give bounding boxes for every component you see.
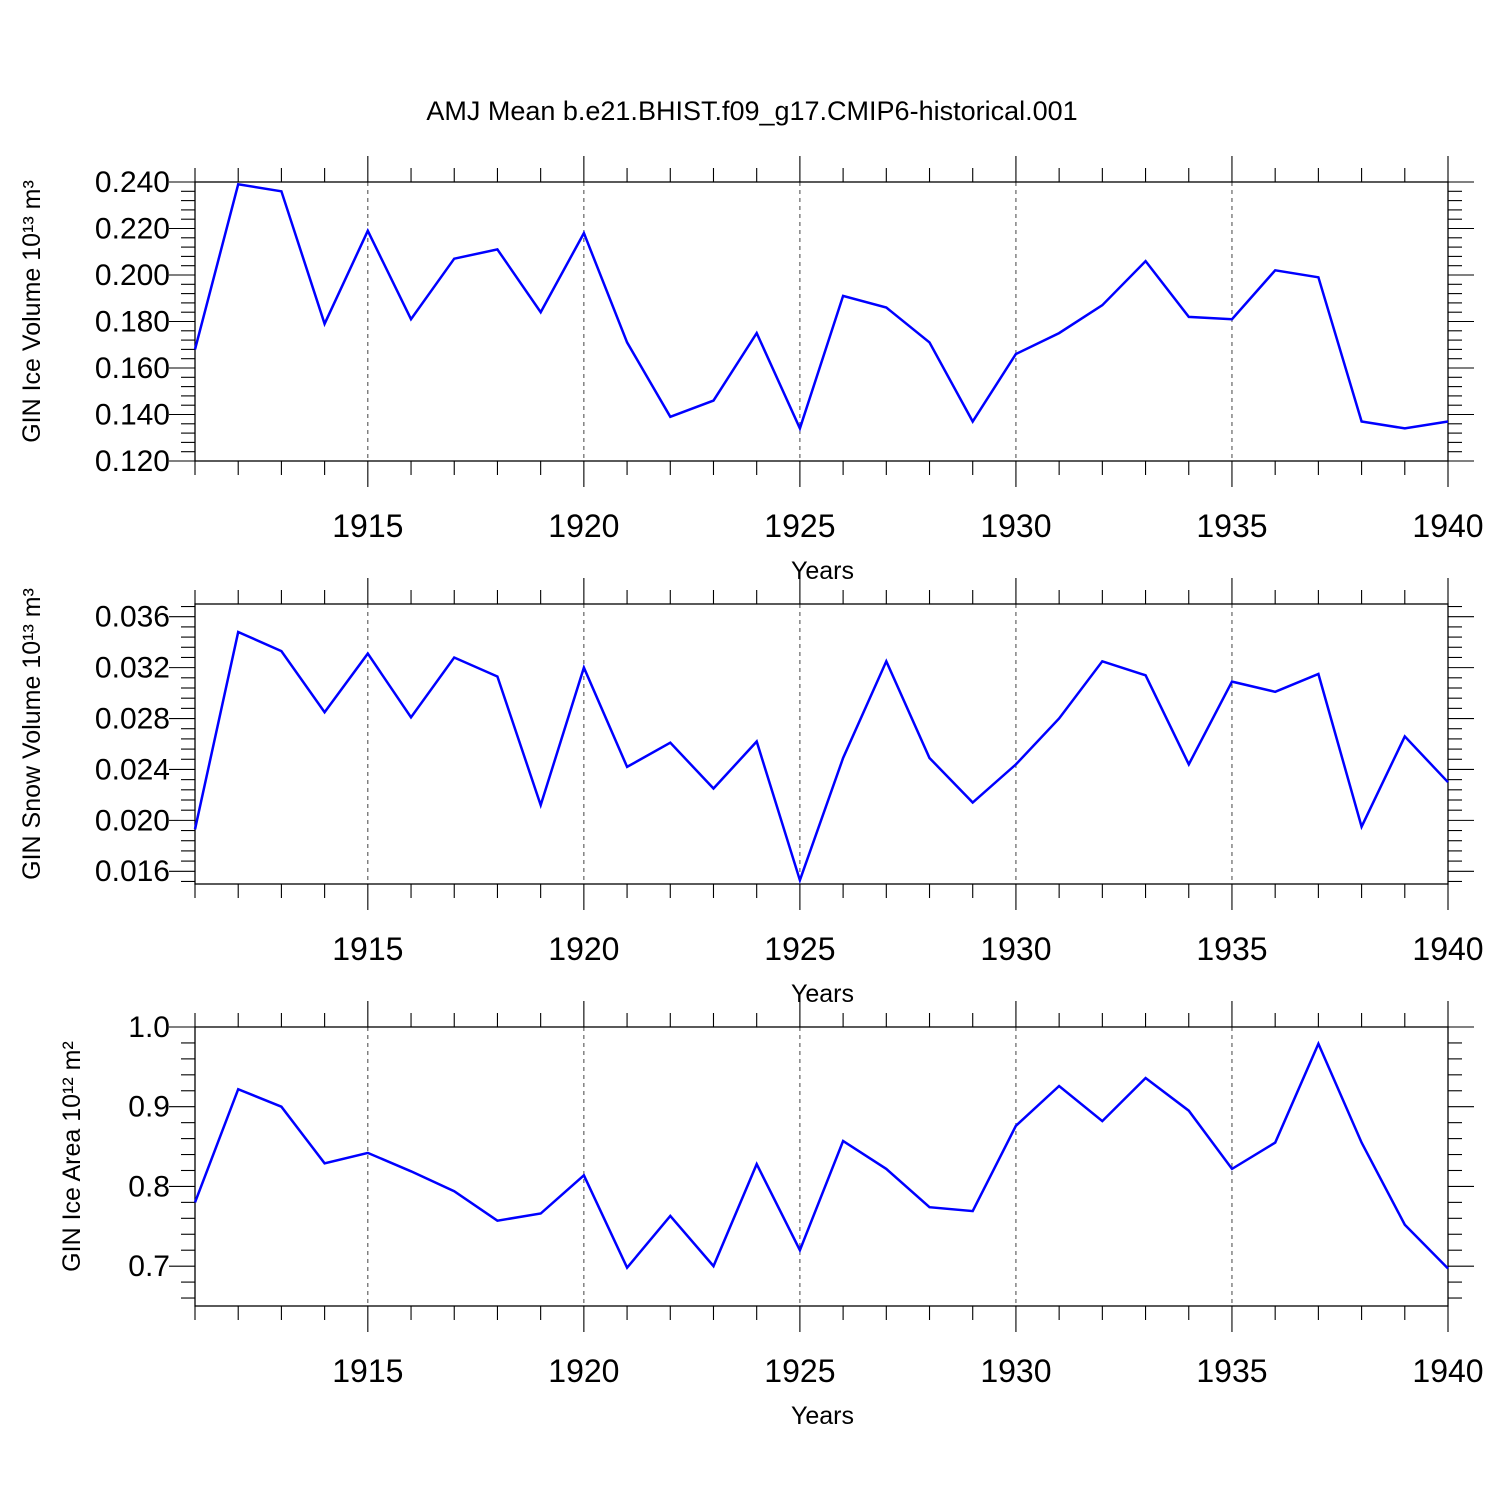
x-tick-label: 1930 (980, 508, 1051, 544)
x-tick-label: 1925 (764, 1353, 835, 1389)
series-line (193, 182, 1449, 432)
series-line (193, 630, 1449, 885)
y-tick-label: 0.016 (95, 855, 170, 888)
y-tick-label: 0.028 (95, 702, 170, 735)
x-tick-label: 1935 (1196, 931, 1267, 967)
y-tick-label: 0.024 (95, 753, 170, 786)
x-tick-label: 1935 (1196, 508, 1267, 544)
y-tick-label: 0.240 (95, 166, 170, 199)
chart-panels: 0.120 0.140 0.160 0.180 0.200 0.220 0.240 1915 1… (18, 156, 1484, 1430)
x-tick-label: 1915 (332, 931, 403, 967)
y-tick-label: 0.160 (95, 352, 170, 385)
y-tick-label: 0.140 (95, 398, 170, 431)
x-axis-label: Years (791, 1402, 854, 1430)
x-axis-label: Years (791, 980, 854, 1008)
y-tick-label: 0.220 (95, 212, 170, 245)
x-tick-label: 1930 (980, 931, 1051, 967)
y-tick-label: 0.8 (128, 1170, 170, 1203)
y-axis-label: GIN Ice Volume 10¹³ m³ (18, 180, 46, 443)
y-tick-label: 0.7 (128, 1250, 170, 1283)
x-tick-label: 1935 (1196, 1353, 1267, 1389)
series-line (193, 1040, 1449, 1271)
y-tick-label: 0.180 (95, 305, 170, 338)
y-tick-label: 0.200 (95, 259, 170, 292)
y-tick-label: 0.032 (95, 652, 170, 685)
x-axis-label: Years (791, 557, 854, 585)
y-tick-label: 0.036 (95, 601, 170, 634)
x-tick-label: 1920 (548, 1353, 619, 1389)
panel-2: 0.016 0.020 0.024 0.028 0.032 0.036 1915 1920 19… (18, 578, 1484, 1008)
y-tick-label: 1.0 (128, 1011, 170, 1044)
panel-1: 0.120 0.140 0.160 0.180 0.200 0.220 0.240 1915 1… (18, 156, 1484, 585)
y-tick-label: 0.020 (95, 804, 170, 837)
plot-frame (194, 603, 1449, 885)
x-tick-label: 1920 (548, 931, 619, 967)
x-tick-label: 1925 (764, 508, 835, 544)
chart-title: AMJ Mean b.e21.BHIST.f09_g17.CMIP6-histo… (426, 96, 1077, 126)
plot-frame (194, 181, 1449, 462)
x-tick-label: 1940 (1412, 508, 1483, 544)
y-tick-label: 0.9 (128, 1091, 170, 1124)
x-tick-label: 1930 (980, 1353, 1051, 1389)
x-tick-label: 1925 (764, 931, 835, 967)
x-tick-label: 1915 (332, 508, 403, 544)
y-axis-label: GIN Ice Area 10¹² m² (58, 1041, 86, 1272)
panel-3: 0.7 0.8 0.9 1.0 1915 1920 1925 1930 1935 1940 Year… (58, 1001, 1484, 1430)
y-tick-label: 0.120 (95, 445, 170, 478)
plot-frame (194, 1026, 1449, 1307)
y-axis-label: GIN Snow Volume 10¹³ m³ (18, 588, 46, 880)
x-tick-label: 1940 (1412, 931, 1483, 967)
x-tick-label: 1940 (1412, 1353, 1483, 1389)
x-tick-label: 1920 (548, 508, 619, 544)
x-tick-label: 1915 (332, 1353, 403, 1389)
